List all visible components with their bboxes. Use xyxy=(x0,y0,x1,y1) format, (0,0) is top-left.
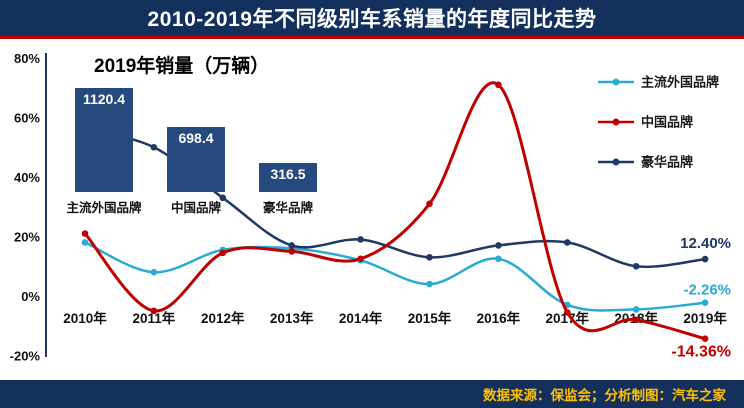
end-value-label: -2.26% xyxy=(683,282,731,299)
series-marker xyxy=(564,239,571,246)
y-tick-label: 20% xyxy=(14,230,40,245)
series-marker xyxy=(150,307,158,315)
x-tick-label: 2019年 xyxy=(683,310,727,326)
series-marker xyxy=(288,242,296,249)
x-tick-label: 2010年 xyxy=(63,310,107,326)
series-marker xyxy=(219,194,227,202)
y-tick-label: 60% xyxy=(14,111,40,126)
end-value-label: 12.40% xyxy=(680,235,731,252)
legend-swatch-dot xyxy=(612,78,620,86)
source-credit: 数据来源：保监会；分析制图：汽车之家 xyxy=(483,388,726,403)
y-tick-label: 40% xyxy=(14,170,40,185)
y-tick-label: 0% xyxy=(21,289,40,304)
inset-bar: 1120.4 xyxy=(75,88,133,192)
series-marker xyxy=(495,81,502,89)
inset-bar-value: 698.4 xyxy=(178,130,214,146)
inset-bar-category: 主流外国品牌 xyxy=(66,201,142,215)
series-marker xyxy=(150,143,158,151)
x-tick-label: 2016年 xyxy=(477,310,521,326)
chart-title: 2010-2019年不同级别车系销量的年度同比走势 xyxy=(147,8,597,31)
legend-label: 中国品牌 xyxy=(641,115,693,130)
inset-bar: 698.4 xyxy=(167,127,225,192)
legend-label: 豪华品牌 xyxy=(641,155,693,170)
source-bar: 数据来源：保监会；分析制图：汽车之家 xyxy=(0,380,744,408)
inset-bar-category: 中国品牌 xyxy=(170,201,221,215)
inset-bars: 1120.4 主流外国品牌 698.4 中国品牌 316.5 豪华品牌 xyxy=(58,88,378,216)
series-marker xyxy=(219,249,227,257)
series-marker xyxy=(426,254,433,261)
series-marker xyxy=(632,306,640,313)
end-value-label: -14.36% xyxy=(671,344,731,361)
series-marker xyxy=(426,200,433,208)
inset-bar-column: 1120.4 主流外国品牌 xyxy=(58,88,150,216)
series-marker xyxy=(495,242,502,249)
series-marker xyxy=(288,248,296,255)
chart-title-bar: 2010-2019年不同级别车系销量的年度同比走势 xyxy=(0,0,744,39)
x-tick-label: 2014年 xyxy=(339,310,383,326)
inset-bar-value: 1120.4 xyxy=(82,91,126,107)
chart-area: 80% 60% 40% 20% 0% -20% 2010年 2011年 2012年 2013年 20… xyxy=(0,39,744,380)
line-chart: 80% 60% 40% 20% 0% -20% 2010年 2011年 2012年 2013年 20… xyxy=(10,51,731,364)
series-marker xyxy=(357,236,364,243)
series-marker xyxy=(357,255,364,263)
series-marker xyxy=(701,335,709,343)
series-marker xyxy=(426,280,433,288)
legend-swatch-dot xyxy=(612,158,620,166)
inset-bar: 316.5 xyxy=(259,163,317,192)
y-tick-label: 80% xyxy=(14,51,40,66)
y-tick-label: -20% xyxy=(10,349,41,364)
inset-title: 2019年销量（万辆） xyxy=(94,56,270,77)
legend-label: 主流外国品牌 xyxy=(641,75,719,90)
series-marker xyxy=(495,255,502,263)
x-tick-label: 2011年 xyxy=(133,310,176,326)
inset-bar-column: 698.4 中国品牌 xyxy=(150,127,242,216)
series-marker xyxy=(81,230,89,237)
inset-bar-column: 316.5 豪华品牌 xyxy=(242,163,334,216)
x-tick-label: 2013年 xyxy=(270,310,314,326)
series-marker xyxy=(701,299,709,307)
inset-bar-chart: 2019年销量（万辆） 1120.4 主流外国品牌 698.4 中国品牌 316.5 豪华… xyxy=(58,51,378,216)
series-marker xyxy=(632,262,640,270)
x-tick-label: 2015年 xyxy=(408,310,452,326)
series-marker xyxy=(564,309,571,316)
series-marker xyxy=(632,316,640,324)
legend-swatch-dot xyxy=(612,118,620,126)
inset-bar-value: 316.5 xyxy=(270,166,306,182)
x-tick-label: 2012年 xyxy=(201,310,245,326)
series-marker xyxy=(81,239,89,246)
series-line-0 xyxy=(83,241,707,312)
inset-bar-category: 豪华品牌 xyxy=(262,201,313,215)
series-marker xyxy=(150,268,158,276)
x-tick-label: 2017年 xyxy=(546,310,590,326)
series-marker xyxy=(701,255,709,263)
